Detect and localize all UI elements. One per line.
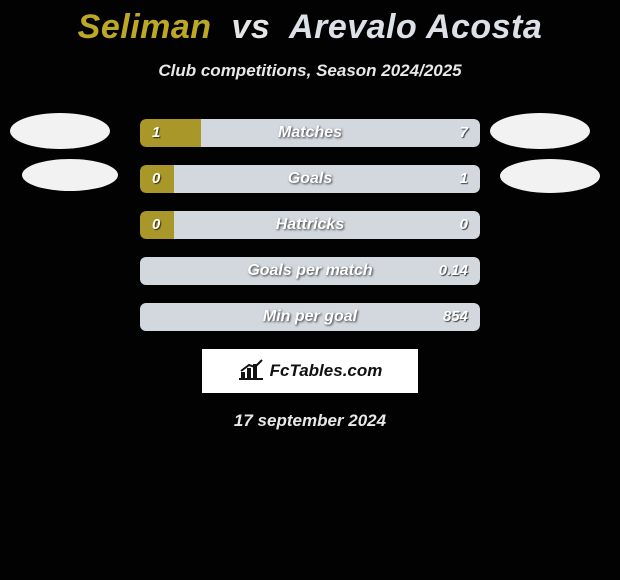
source-logo: FcTables.com <box>202 349 418 393</box>
stats-container: 17Matches 01Goals 00Hattricks 0.14Goals per… <box>0 119 620 331</box>
avatar-placeholder-left <box>22 159 118 191</box>
stat-label: Matches <box>140 119 480 147</box>
player2-name: Arevalo Acosta <box>289 8 542 46</box>
comparison-title: Seliman vs Arevalo Acosta <box>0 0 620 47</box>
stat-row: 01Goals <box>0 165 620 193</box>
stat-row: 00Hattricks <box>0 211 620 239</box>
stat-label: Hattricks <box>140 211 480 239</box>
chart-icon <box>238 358 264 385</box>
avatar-placeholder-right <box>490 113 590 149</box>
player1-name: Seliman <box>78 8 212 46</box>
avatar-placeholder-left <box>10 113 110 149</box>
stat-label: Min per goal <box>140 303 480 331</box>
avatar-placeholder-right <box>500 159 600 193</box>
subtitle: Club competitions, Season 2024/2025 <box>0 61 620 81</box>
stat-label: Goals <box>140 165 480 193</box>
stat-label: Goals per match <box>140 257 480 285</box>
logo-text: FcTables.com <box>270 361 383 381</box>
vs-label: vs <box>232 8 271 46</box>
stat-row: 854Min per goal <box>0 303 620 331</box>
stat-row: 0.14Goals per match <box>0 257 620 285</box>
date-label: 17 september 2024 <box>0 411 620 431</box>
stat-row: 17Matches <box>0 119 620 147</box>
